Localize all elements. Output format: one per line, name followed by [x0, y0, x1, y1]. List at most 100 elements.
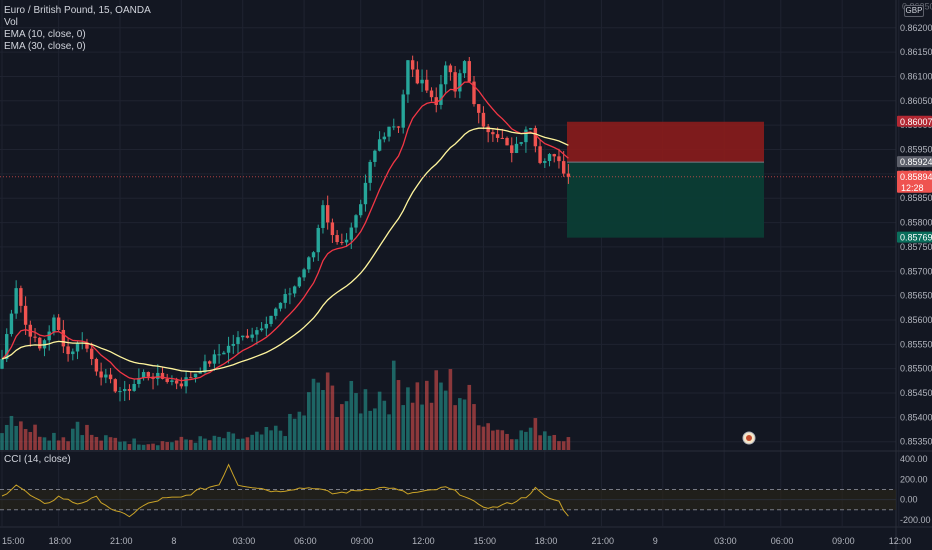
volume-bar — [462, 399, 467, 450]
candle-body — [9, 313, 14, 335]
candle-body — [472, 81, 476, 105]
volume-bar — [217, 436, 221, 450]
volume-bar — [476, 425, 481, 450]
price-tick-label: 0.85750 — [900, 242, 932, 252]
candle-body — [377, 139, 382, 151]
volume-bar — [160, 441, 165, 450]
volume-bar — [302, 415, 306, 450]
volume-bar — [99, 440, 103, 450]
price-tick-label: 0.85550 — [900, 339, 932, 349]
volume-bar — [297, 411, 302, 450]
volume-bar — [113, 437, 118, 450]
volume-bar — [354, 393, 358, 450]
candle-body — [108, 374, 113, 380]
candle-body — [104, 374, 108, 378]
candle-body — [368, 161, 372, 183]
time-tick-label: 12:00 — [889, 536, 912, 546]
time-tick-label: 21:00 — [110, 536, 133, 546]
price-tag-target: 0.85769 — [897, 231, 932, 243]
volume-bar — [184, 439, 188, 450]
volume-bar — [391, 360, 396, 450]
candle-body — [61, 329, 66, 347]
volume-bar — [311, 378, 316, 450]
candle-body — [127, 389, 132, 391]
stop-loss-zone — [567, 121, 764, 163]
ema-10-line — [1, 81, 569, 382]
time-tick-label: 06:00 — [294, 536, 317, 546]
candle-body — [193, 373, 198, 378]
volume-bar — [170, 442, 174, 450]
volume-bar — [561, 441, 566, 450]
candle-body — [94, 359, 99, 372]
volume-bar — [14, 425, 18, 450]
price-tag-entry: 0.85924 — [897, 156, 932, 168]
candle-body — [71, 351, 75, 355]
candle-body — [344, 239, 349, 243]
candle-body — [321, 205, 325, 228]
volume-bar — [396, 380, 401, 450]
candle-body — [330, 222, 335, 236]
candle-body — [439, 84, 443, 105]
price-tag-text: 0.85894 — [900, 172, 932, 182]
ema-slow-legend[interactable]: EMA (30, close, 0) — [4, 41, 86, 52]
ema-fast-legend[interactable]: EMA (10, close, 0) — [4, 29, 86, 40]
volume-bar — [47, 440, 51, 450]
symbol-title[interactable]: Euro / British Pound, 15, OANDA — [4, 5, 151, 16]
candle-body — [528, 128, 533, 130]
volume-bar — [198, 436, 203, 450]
volume-bar — [118, 441, 122, 450]
price-tag-bg — [897, 115, 932, 127]
volume-bar — [288, 413, 292, 450]
price-tag-bg — [897, 170, 932, 193]
candle-body — [500, 137, 505, 139]
candle-body — [189, 377, 193, 379]
candle-body — [425, 79, 429, 91]
volume-bar — [269, 430, 273, 450]
candle-body — [203, 361, 207, 373]
time-tick-label: 15:00 — [473, 536, 496, 546]
volume-bar — [528, 427, 533, 450]
cci-tick-label: -200.00 — [900, 515, 931, 525]
candle-body — [415, 69, 420, 84]
candle-body — [382, 136, 387, 140]
cci-legend[interactable]: CCI (14, close) — [4, 454, 71, 465]
price-tick-label: 0.86150 — [900, 47, 932, 57]
volume-legend[interactable]: Vol — [4, 17, 18, 28]
candle-body — [118, 391, 122, 393]
price-tag-text: 0.85924 — [900, 157, 932, 167]
volume-bar — [33, 424, 37, 450]
price-tick-label: 0.85650 — [900, 291, 932, 301]
currency-tag[interactable]: GBP — [904, 5, 924, 17]
candle-body — [491, 132, 495, 135]
candle-body — [170, 380, 174, 382]
candle-body — [222, 352, 226, 355]
volume-bar — [42, 437, 47, 450]
candle-body — [429, 90, 434, 98]
candle-body — [259, 328, 264, 331]
volume-bar — [151, 443, 155, 450]
volume-bar — [0, 433, 4, 450]
volume-bar — [122, 441, 127, 450]
price-tick-label: 0.86200 — [900, 23, 932, 33]
time-tick-label: 09:00 — [351, 536, 374, 546]
candle-body — [85, 342, 89, 349]
volume-bar — [75, 421, 80, 450]
cci-tick-label: 0.00 — [900, 495, 918, 505]
volume-bar — [141, 444, 146, 450]
volume-bar — [410, 402, 415, 450]
candle-body — [410, 60, 415, 70]
candle-body — [477, 104, 481, 113]
volume-bar — [382, 400, 387, 450]
candle-body — [524, 129, 528, 143]
candle-body — [0, 359, 4, 369]
ema-30-line — [1, 127, 569, 373]
volume-bar — [56, 440, 61, 450]
volume-bar — [292, 418, 297, 450]
volume-bar — [547, 435, 552, 450]
candle-body — [165, 378, 169, 382]
candle-body — [514, 143, 519, 153]
volume-bar — [28, 432, 33, 450]
volume-bar — [491, 430, 495, 450]
candle-body — [245, 335, 250, 338]
